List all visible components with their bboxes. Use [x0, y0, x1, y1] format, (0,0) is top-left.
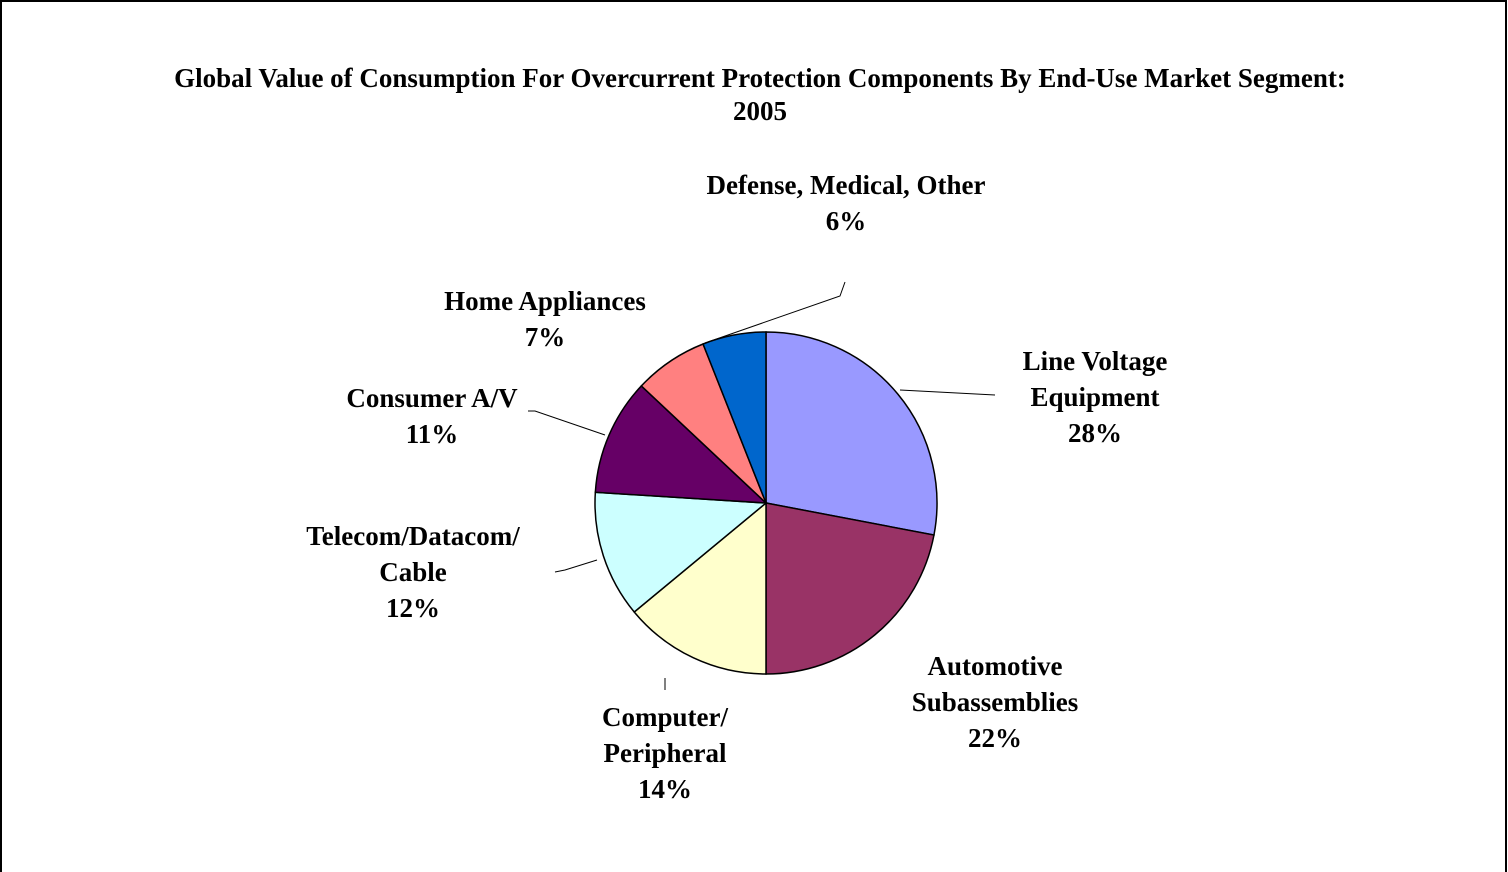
value-label: 22% — [968, 723, 1022, 753]
category-label: Consumer A/V — [346, 383, 518, 413]
value-label: 12% — [386, 593, 440, 623]
slice-label: Home Appliances 7% — [395, 283, 695, 355]
slice-label: Computer/ Peripheral 14% — [570, 699, 760, 807]
leader-line — [554, 559, 598, 573]
category-label: Computer/ Peripheral — [602, 702, 728, 768]
category-label: Defense, Medical, Other — [706, 170, 986, 200]
slice-label: Defense, Medical, Other 6% — [701, 167, 991, 239]
pie-slice — [633, 501, 767, 675]
pie-slice — [765, 331, 938, 536]
pie-slice — [594, 384, 769, 504]
leader-lines — [528, 281, 996, 690]
value-label: 11% — [405, 419, 459, 449]
category-label: Line Voltage Equipment — [1022, 346, 1168, 412]
leader-line — [899, 389, 996, 396]
leader-line — [704, 281, 846, 344]
pie-slice — [765, 502, 935, 675]
value-label: 6% — [825, 206, 867, 236]
chart-title: Global Value of Consumption For Overcurr… — [174, 63, 1346, 126]
slice-label: Automotive Subassemblies 22% — [875, 648, 1115, 756]
slice-label: Consumer A/V 11% — [297, 380, 567, 452]
pie-slice — [594, 491, 768, 614]
value-label: 28% — [1068, 418, 1122, 448]
slice-label: Line Voltage Equipment 28% — [990, 343, 1200, 451]
leader-line — [528, 410, 606, 436]
pie-slice — [702, 331, 767, 504]
slice-label: Telecom/Datacom/ Cable 12% — [271, 518, 556, 626]
value-label: 14% — [638, 774, 692, 804]
category-label: Home Appliances — [444, 286, 646, 316]
category-label: Telecom/Datacom/ Cable — [306, 521, 520, 587]
value-label: 7% — [524, 322, 566, 352]
category-label: Automotive Subassemblies — [911, 651, 1079, 717]
